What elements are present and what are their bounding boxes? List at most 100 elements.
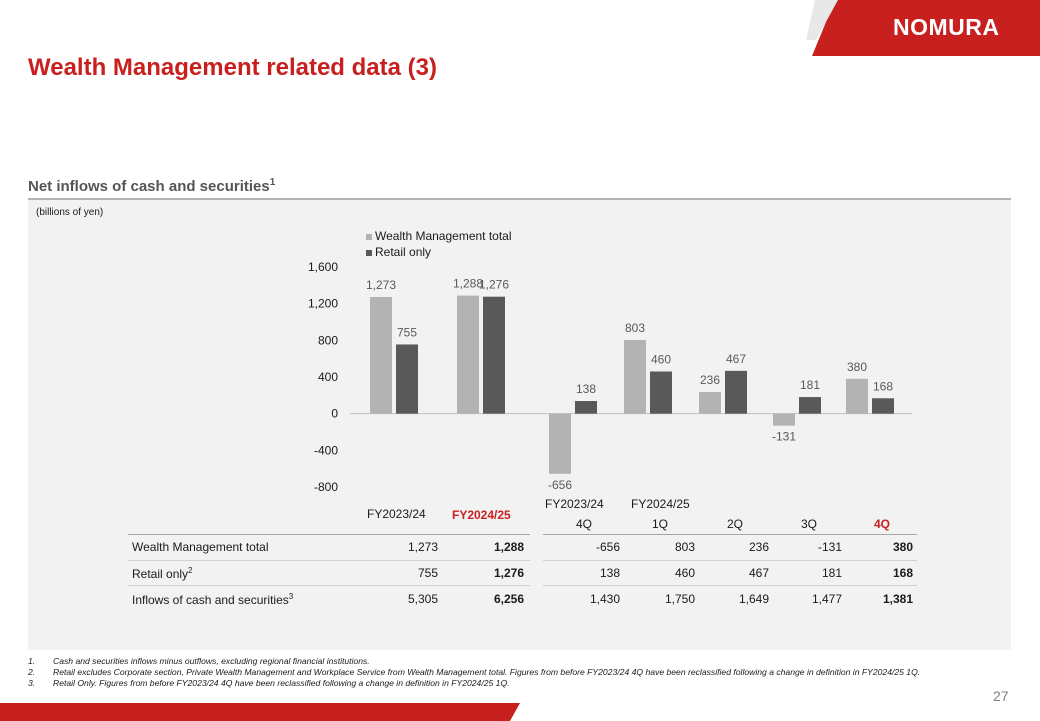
- section-title-text: Net inflows of cash and securities: [28, 178, 270, 195]
- bar-retail-only: [725, 370, 747, 414]
- section-title: Net inflows of cash and securities1: [28, 177, 275, 195]
- table-header-group-fy2023-24: FY2023/24: [545, 497, 604, 511]
- y-tick-label: 1,200: [308, 297, 338, 311]
- footnote-number: 3.: [28, 678, 36, 688]
- data-label: 1,273: [366, 278, 396, 292]
- legend-label-retail-only: Retail only: [375, 245, 432, 259]
- table-row-divider: [128, 585, 530, 586]
- data-label: 380: [847, 360, 867, 374]
- cell-inflows-q4-fy2023-24: 1,430: [589, 592, 620, 606]
- row-label-wealth-management-total: Wealth Management total: [132, 540, 269, 554]
- bar-retail-only: [799, 397, 821, 414]
- data-label: -656: [548, 478, 572, 492]
- cell-retail-q1: 460: [674, 566, 695, 580]
- data-label: 236: [700, 373, 720, 387]
- data-label: 1,288: [453, 277, 483, 291]
- y-tick-label: 800: [318, 333, 338, 347]
- data-label: 467: [726, 352, 746, 366]
- table-row-divider: [543, 585, 917, 586]
- y-tick-label: 1,600: [308, 260, 338, 274]
- cell-wm-fy2024-25: 1,288: [493, 540, 524, 554]
- row-label-footnote-ref: 2: [188, 566, 193, 575]
- row-label-text: Inflows of cash and securities: [132, 593, 289, 607]
- bar-retail-only: [872, 398, 894, 414]
- footnote-number: 2.: [28, 667, 36, 677]
- nomura-logo: NOMURA: [893, 14, 1000, 40]
- data-label: 168: [873, 379, 893, 393]
- table-row-divider: [543, 560, 917, 561]
- cell-retail-fy2024-25: 1,276: [493, 566, 524, 580]
- data-label: 803: [625, 321, 645, 335]
- bar-retail-only: [650, 371, 672, 414]
- cell-retail-q4-fy2023-24: 138: [599, 566, 620, 580]
- cell-inflows-fy2023-24: 5,305: [407, 592, 438, 606]
- cell-retail-q3: 181: [821, 566, 842, 580]
- bar-wm-total: [370, 296, 392, 414]
- cell-wm-q4-fy2023-24: -656: [595, 540, 620, 554]
- data-label: 755: [397, 325, 417, 339]
- bar-wm-total: [549, 413, 571, 474]
- bar-retail-only: [396, 344, 418, 414]
- page-title: Wealth Management related data (3): [28, 54, 437, 81]
- cell-retail-q2: 467: [748, 566, 769, 580]
- legend-label-wm-total: Wealth Management total: [375, 229, 512, 243]
- footnote-text: Retail excludes Corporate section, Priva…: [53, 667, 921, 677]
- y-tick-label: -400: [314, 443, 338, 457]
- data-label: -131: [772, 430, 796, 444]
- data-label: 460: [651, 353, 671, 367]
- cell-inflows-q2: 1,649: [738, 592, 769, 606]
- cell-wm-q3: -131: [817, 540, 842, 554]
- table-header-fy2024-25: FY2024/25: [452, 508, 511, 522]
- table-header-fy2023-24: FY2023/24: [367, 507, 426, 521]
- footnotes: 1. Cash and securities inflows minus outf…: [28, 656, 948, 689]
- cell-wm-q4-fy2024-25: 380: [892, 540, 913, 554]
- cell-wm-q1: 803: [674, 540, 695, 554]
- bar-wm-total: [773, 413, 795, 426]
- y-tick-label: 400: [318, 370, 338, 384]
- page-number: 27: [993, 688, 1009, 704]
- bar-wm-total: [699, 392, 721, 414]
- table-rule-left: [128, 534, 530, 535]
- row-label-retail-only: Retail only2: [132, 566, 192, 581]
- y-tick-label: 0: [331, 407, 338, 421]
- brand-banner: [806, 0, 1040, 56]
- cell-inflows-q3: 1,477: [811, 592, 842, 606]
- legend-swatch-wm-total: [366, 233, 372, 240]
- row-label-text: Retail only: [132, 567, 189, 581]
- chart-panel: [28, 200, 1011, 650]
- bar-retail-only: [575, 401, 597, 414]
- data-label: 1,276: [479, 278, 509, 292]
- section-divider: [28, 198, 1011, 200]
- legend-item-wealth-management-total: Wealth Management total: [366, 229, 512, 243]
- y-tick-label: -800: [314, 480, 338, 494]
- section-title-footnote-ref: 1: [269, 177, 276, 188]
- legend-swatch-retail-only: [366, 249, 372, 256]
- table-header-group-fy2024-25: FY2024/25: [631, 497, 690, 511]
- footnote-1: 1. Cash and securities inflows minus outf…: [28, 656, 948, 667]
- table-header-q4-fy2023-24: 4Q: [576, 517, 593, 531]
- bar-wm-total: [624, 340, 646, 414]
- unit-note: (billions of yen): [36, 207, 104, 218]
- bottom-brand-band: [0, 703, 520, 721]
- footnote-2: 2. Retail excludes Corporate section, Pri…: [28, 667, 948, 678]
- legend-item-retail-only: Retail only: [366, 245, 431, 259]
- bar-wm-total: [846, 378, 868, 414]
- footnote-number: 1.: [28, 656, 36, 666]
- data-label: 181: [800, 378, 820, 392]
- bar-retail-only: [483, 296, 505, 414]
- cell-inflows-fy2024-25: 6,256: [493, 592, 524, 606]
- table-header-q2: 2Q: [727, 517, 744, 531]
- data-label: 138: [576, 382, 596, 396]
- cell-retail-q4-fy2024-25: 168: [892, 566, 913, 580]
- table-header-q4-fy2024-25: 4Q: [874, 517, 891, 531]
- cell-retail-fy2023-24: 755: [417, 566, 438, 580]
- cell-wm-fy2023-24: 1,273: [407, 540, 438, 554]
- cell-inflows-q4-fy2024-25: 1,381: [882, 592, 913, 606]
- table-row-divider: [128, 560, 530, 561]
- footnote-text: Cash and securities inflows minus outflo…: [53, 656, 370, 666]
- table-rule-right: [543, 534, 917, 535]
- footnote-3: 3. Retail Only. Figures from before FY202…: [28, 678, 948, 689]
- row-label-footnote-ref: 3: [288, 592, 294, 601]
- footnote-text: Retail Only. Figures from before FY2023/…: [53, 678, 510, 688]
- bar-wm-total: [457, 295, 479, 414]
